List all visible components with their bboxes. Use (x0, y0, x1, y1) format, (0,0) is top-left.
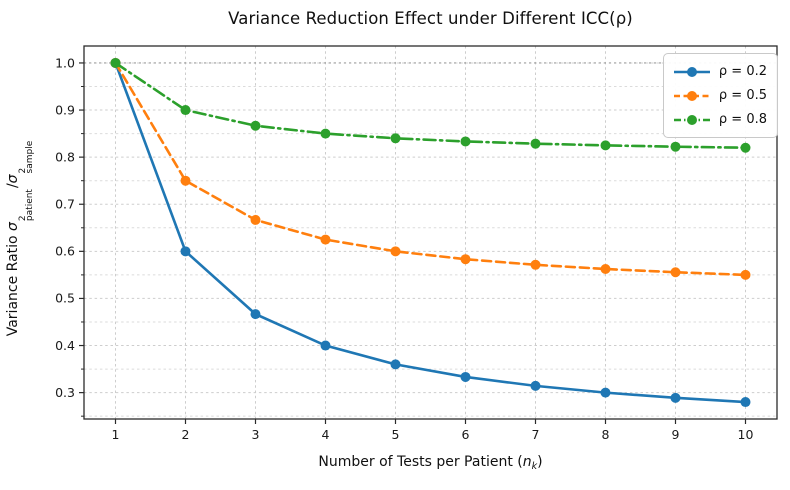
x-tick-label: 9 (672, 427, 680, 442)
data-point (180, 246, 191, 257)
data-point (600, 140, 611, 151)
y-label-sigma1: σ (5, 222, 22, 231)
y-tick-label: 1.0 (55, 55, 75, 70)
data-point (530, 138, 541, 149)
series-line (114, 61, 747, 150)
x-tick-label: 3 (252, 427, 260, 442)
x-tick-label: 1 (112, 427, 120, 442)
data-point (740, 142, 751, 153)
y-tick-label: 0.8 (55, 149, 75, 164)
legend-marker (686, 90, 697, 101)
y-label-sub2: sample (25, 140, 36, 174)
y-axis-label: Variance Ratio σ 2 patient/σ 2 sample (5, 88, 35, 388)
x-label-var: n (522, 454, 532, 470)
data-point (250, 309, 261, 320)
data-point (110, 57, 121, 68)
y-tick-label: 0.3 (55, 385, 75, 400)
legend-label: ρ = 0.5 (718, 88, 767, 103)
legend-marker (686, 66, 697, 77)
y-tick-label: 0.4 (55, 338, 75, 353)
legend-item: ρ = 0.2 (673, 61, 767, 82)
y-tick-label: 0.7 (55, 197, 75, 212)
data-point (320, 340, 331, 351)
data-point (530, 259, 541, 270)
axes-frame (83, 45, 778, 420)
legend-marker (686, 114, 697, 125)
y-tick-label: 0.6 (55, 244, 75, 259)
x-tick-label: 4 (322, 427, 330, 442)
data-point (740, 397, 751, 408)
data-point (250, 120, 261, 131)
data-point (180, 175, 191, 186)
x-label-text: Number of Tests per Patient ( (318, 454, 523, 470)
data-point (460, 371, 471, 382)
legend-item: ρ = 0.5 (673, 85, 767, 106)
x-label-suffix: ) (537, 454, 543, 470)
legend-swatch (673, 114, 710, 125)
y-tick-label: 0.9 (55, 102, 75, 117)
y-label-text: Variance Ratio (5, 230, 22, 337)
y-label-sub1: patient (25, 189, 36, 222)
y-label-sigma2: σ (5, 174, 22, 184)
series-line (114, 61, 747, 404)
legend-label: ρ = 0.2 (718, 64, 767, 79)
data-point (320, 128, 331, 139)
chart-title: Variance Reduction Effect under Differen… (228, 9, 633, 28)
data-point (460, 254, 471, 265)
legend-swatch (673, 66, 710, 77)
data-point (670, 267, 681, 278)
data-point (390, 246, 401, 257)
data-point (600, 387, 611, 398)
legend-swatch (673, 90, 710, 101)
x-tick-label: 7 (532, 427, 540, 442)
x-tick-label: 5 (392, 427, 400, 442)
x-tick-label: 8 (602, 427, 610, 442)
data-point (670, 392, 681, 403)
data-point (390, 359, 401, 370)
data-point (740, 269, 751, 280)
data-point (530, 380, 541, 391)
data-point (250, 214, 261, 225)
legend-label: ρ = 0.8 (718, 112, 767, 127)
y-tick-label: 0.5 (55, 291, 75, 306)
x-tick-label: 6 (462, 427, 470, 442)
legend: ρ = 0.2 ρ = 0.5 ρ = 0.8 (662, 53, 778, 138)
x-axis-label: Number of Tests per Patient (nk) (84, 454, 777, 472)
legend-item: ρ = 0.8 (673, 109, 767, 130)
x-label-subscript: k (531, 461, 538, 472)
y-label-slash: / (5, 183, 22, 189)
data-point (180, 105, 191, 116)
x-tick-label: 10 (738, 427, 754, 442)
data-point (600, 263, 611, 274)
data-point (670, 141, 681, 152)
data-point (320, 234, 331, 245)
series-line (114, 61, 747, 277)
x-tick-label: 2 (182, 427, 190, 442)
data-point (390, 133, 401, 144)
data-point (460, 136, 471, 147)
